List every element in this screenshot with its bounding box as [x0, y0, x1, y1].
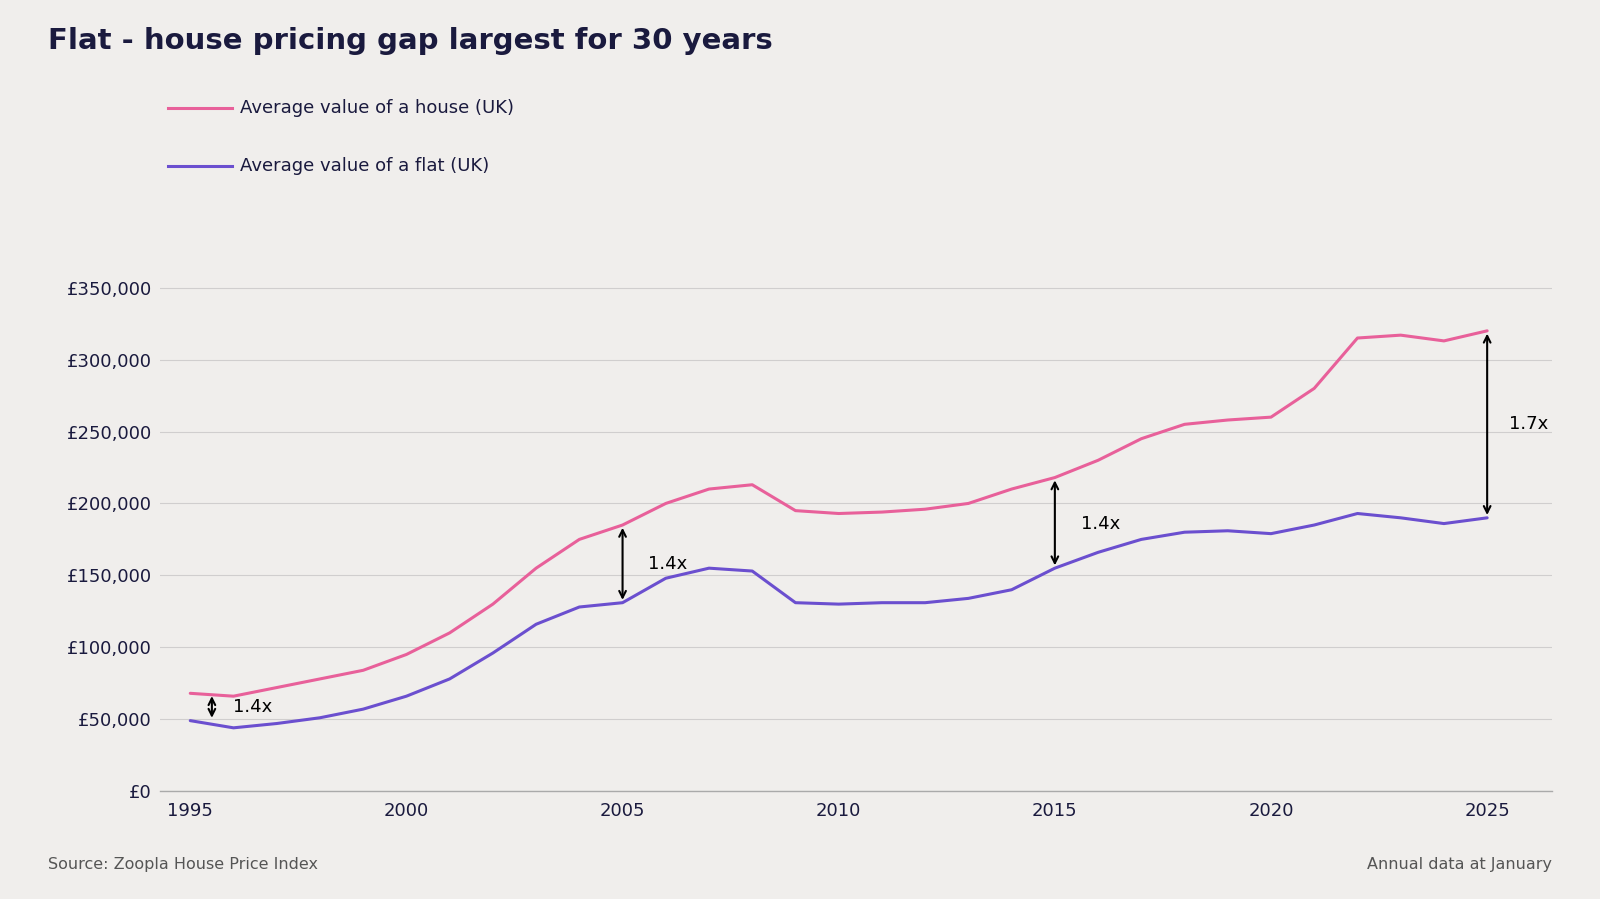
Text: Source: Zoopla House Price Index: Source: Zoopla House Price Index: [48, 857, 318, 872]
Text: Average value of a house (UK): Average value of a house (UK): [240, 99, 514, 117]
Text: Average value of a flat (UK): Average value of a flat (UK): [240, 157, 490, 175]
Text: Flat - house pricing gap largest for 30 years: Flat - house pricing gap largest for 30 …: [48, 27, 773, 55]
Text: 1.4x: 1.4x: [234, 698, 272, 716]
Text: 1.7x: 1.7x: [1509, 415, 1549, 433]
Text: 1.4x: 1.4x: [648, 555, 688, 573]
Text: Annual data at January: Annual data at January: [1366, 857, 1552, 872]
Text: 1.4x: 1.4x: [1080, 514, 1120, 532]
